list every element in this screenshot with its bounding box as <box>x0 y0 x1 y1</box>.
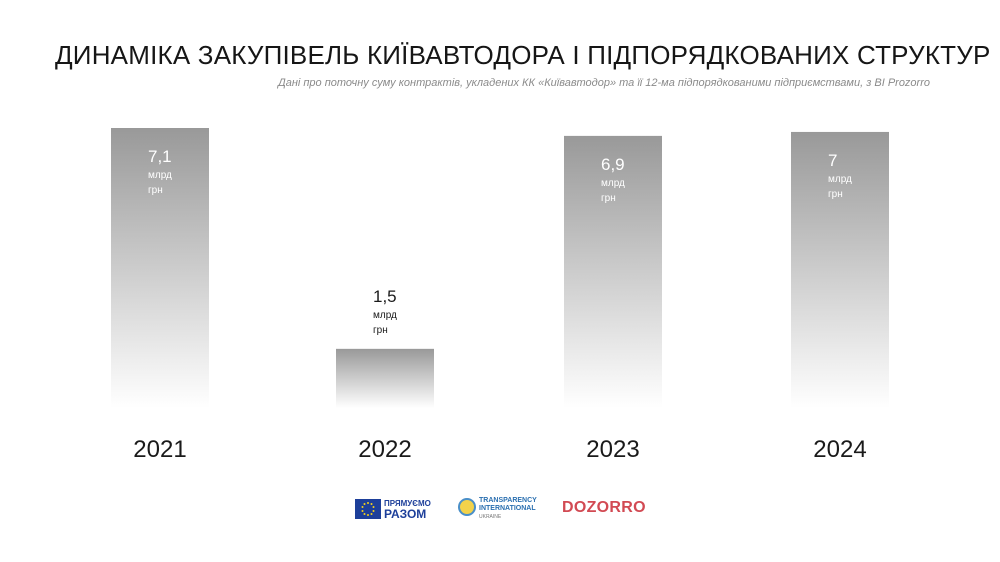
unit-label-line2-2023: грн <box>601 193 616 204</box>
eu-logo-line2: РАЗОМ <box>384 507 427 521</box>
value-label-2022: 1,5 <box>373 287 397 306</box>
eu-logo-line1: ПРЯМУЄМО <box>384 499 431 508</box>
eu-flag-icon <box>355 499 381 519</box>
unit-label-line2-2024: грн <box>828 189 843 200</box>
category-label-2021: 2021 <box>133 436 186 463</box>
chart-subtitle: Дані про поточну суму контрактів, укладе… <box>277 77 930 89</box>
category-label-2022: 2022 <box>358 436 411 463</box>
ti-logo-line1: TRANSPARENCY <box>479 497 537 504</box>
transparency-international-logo: TRANSPARENCY INTERNATIONAL UKRAINE <box>458 496 544 522</box>
ti-logo-line3: UKRAINE <box>479 514 502 520</box>
bar-2021 <box>111 128 209 408</box>
value-label-2024: 7 <box>828 151 837 170</box>
bar-2024 <box>791 131 889 408</box>
unit-label-line1-2022: млрд <box>373 310 397 321</box>
value-label-2021: 7,1 <box>148 147 172 166</box>
dozorro-logo: DOZORRO <box>562 499 646 516</box>
category-label-2023: 2023 <box>586 436 639 463</box>
globe-icon <box>458 498 476 516</box>
ti-logo-line2: INTERNATIONAL <box>479 505 536 512</box>
bar-2023 <box>564 135 662 408</box>
partner-logos: ПРЯМУЄМО РАЗОМ TRANSPARENCY INTERNATIONA… <box>0 494 1000 524</box>
unit-label-line2-2022: грн <box>373 325 388 336</box>
value-label-2023: 6,9 <box>601 155 625 174</box>
category-label-2024: 2024 <box>813 436 866 463</box>
chart-title: ДИНАМІКА ЗАКУПІВЕЛЬ КИЇВАВТОДОРА І ПІДПО… <box>55 40 991 70</box>
bar-2022 <box>336 348 434 408</box>
unit-label-line1-2024: млрд <box>828 174 852 185</box>
unit-label-line1-2021: млрд <box>148 170 172 181</box>
unit-label-line2-2021: грн <box>148 185 163 196</box>
eu-logo: ПРЯМУЄМО РАЗОМ <box>355 499 435 521</box>
unit-label-line1-2023: млрд <box>601 178 625 189</box>
